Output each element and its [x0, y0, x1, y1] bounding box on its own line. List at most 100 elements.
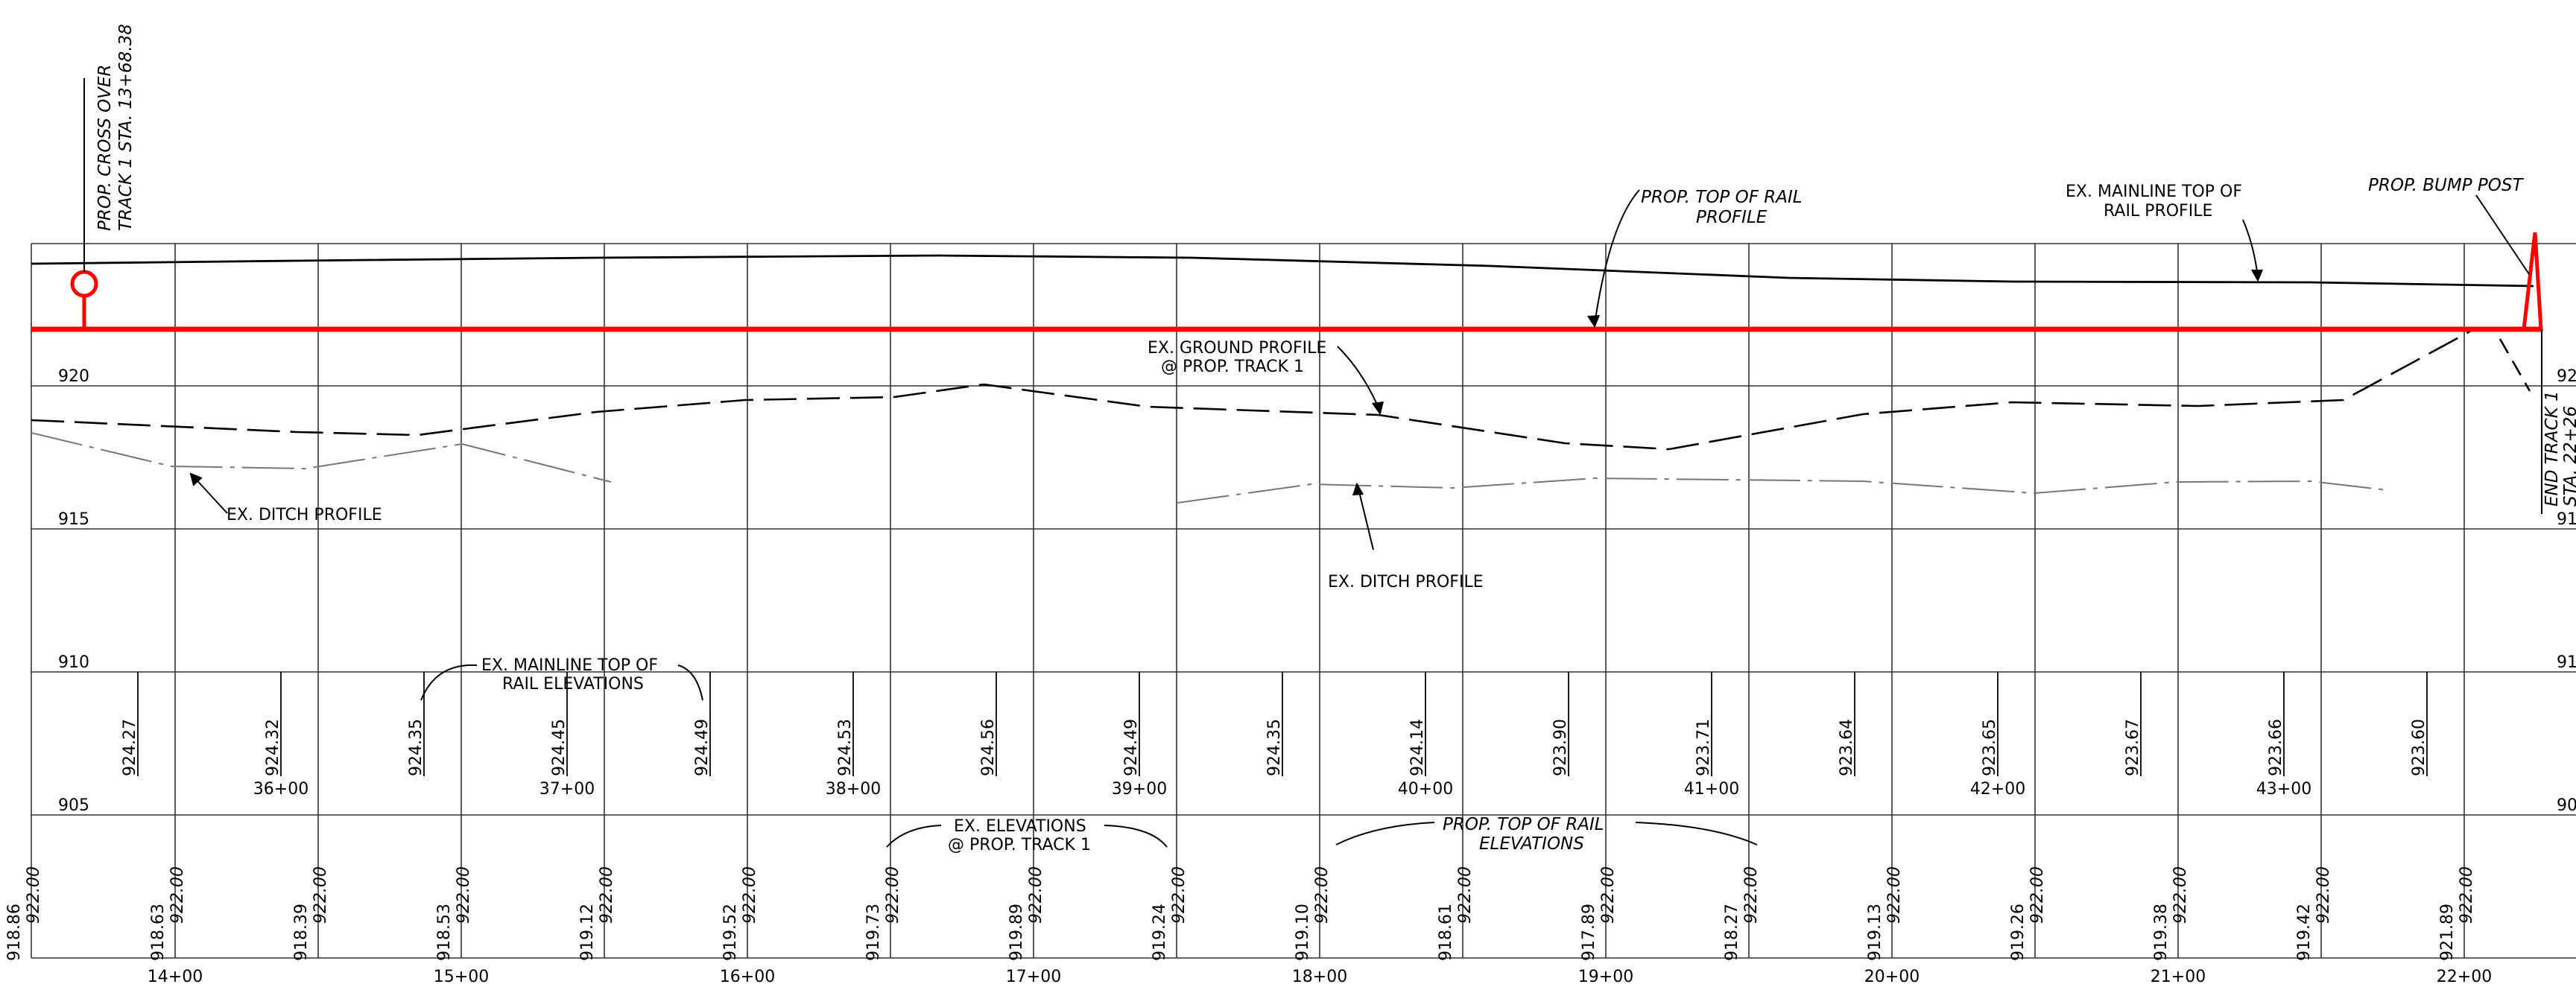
rail-elevation-value: 922.00: [1456, 866, 1475, 924]
ditch-mid-leader: [1357, 485, 1374, 551]
end-track-label-line1: END TRACK 1: [2542, 390, 2562, 507]
existing-ditch-profile-left: [31, 432, 612, 483]
ground-leader-arrow-icon: [1372, 401, 1384, 416]
mainline-elevation-value: 923.64: [1838, 719, 1856, 776]
ground-elevation-labels: 918.86 918.63 918.39 918.53 919.12 919.52 919.…: [5, 904, 2457, 961]
bump-post-icon: [2522, 232, 2543, 331]
existing-ditch-profile-mid: [1177, 477, 2389, 504]
mainline-elevation-value: 924.35: [1265, 719, 1284, 776]
annotations: PROP. CROSS OVER TRACK 1 STA. 13+68.38 P…: [95, 24, 2576, 854]
prop-rail-label-line1: PROP. TOP OF RAIL: [1641, 188, 1803, 207]
upper-station-label: 43+00: [2256, 780, 2311, 799]
ex-elev-leader-left: [886, 825, 942, 848]
upper-station-label: 36+00: [253, 780, 308, 799]
prop-rail-leader-arrow-icon: [1587, 314, 1600, 329]
ground-elevation-value: 919.89: [1007, 904, 1026, 961]
ground-elevation-value: 919.13: [1866, 904, 1884, 961]
bump-post-label: PROP. BUMP POST: [2368, 176, 2524, 195]
mainline-elevation-value: 923.90: [1551, 719, 1570, 776]
mainline-elevation-labels: 924.27 924.32 924.35 924.45 924.49 924.53 924.…: [121, 672, 2428, 776]
rail-elevation-value: 922.00: [1313, 866, 1332, 924]
proposed-rail-profile: [31, 232, 2543, 332]
station-label: 18+00: [1292, 968, 1347, 986]
prop-elev-label-line1: PROP. TOP OF RAIL: [1443, 815, 1604, 834]
rail-elevation-value: 922.00: [455, 866, 473, 924]
station-label: 22+00: [2437, 968, 2492, 986]
elevation-label: 915: [58, 510, 89, 529]
ground-elevation-value: 919.10: [1294, 904, 1312, 961]
upper-station-label: 39+00: [1112, 780, 1167, 799]
station-label: 20+00: [1864, 968, 1920, 986]
station-label: 14+00: [148, 968, 203, 986]
ground-elevation-value: 918.61: [1437, 904, 1455, 961]
mainline-elev-label-line1: EX. MAINLINE TOP OF: [481, 656, 658, 675]
rail-elevation-value: 922.00: [1170, 866, 1189, 924]
mainline-elev-label-line2: RAIL ELEVATIONS: [502, 675, 644, 694]
bump-post-leader: [2475, 194, 2530, 275]
rail-elevation-value: 922.00: [1599, 866, 1618, 924]
mainline-elevation-value: 923.66: [2267, 719, 2285, 776]
prop-rail-leader: [1594, 189, 1640, 325]
ground-elevation-value: 919.38: [2152, 904, 2171, 961]
ex-elev-leader-right: [1104, 825, 1168, 848]
ground-leader: [1337, 346, 1381, 412]
mainline-elev-leader-right: [677, 664, 703, 701]
ground-elevation-value: 919.24: [1151, 904, 1169, 961]
mainline-elevation-value: 924.49: [1122, 719, 1141, 776]
upper-station-label: 38+00: [826, 780, 881, 799]
ditch-left-label: EX. DITCH PROFILE: [227, 506, 382, 524]
rail-elevation-value: 922.00: [25, 866, 43, 924]
right-elevation-label: 91: [2557, 510, 2576, 529]
right-elevation-label: 90: [2557, 796, 2576, 815]
ex-mainline-label-line1: EX. MAINLINE TOP OF: [2066, 183, 2242, 201]
mainline-elevation-value: 924.45: [550, 719, 569, 776]
ex-mainline-leader-arrow-icon: [2251, 269, 2263, 282]
mainline-elevation-value: 924.53: [836, 719, 855, 776]
rail-elevation-value: 922.00: [311, 866, 330, 924]
rail-elevation-value: 922.00: [1885, 866, 1904, 924]
upper-station-label: 41+00: [1684, 780, 1739, 799]
right-elevation-label: 92: [2557, 367, 2576, 386]
upper-station-label: 40+00: [1398, 780, 1453, 799]
rail-elevation-value: 922.00: [168, 866, 187, 924]
crossover-marker-icon: [70, 270, 98, 298]
prop-elev-label-line2: ELEVATIONS: [1479, 834, 1584, 854]
bottom-station-labels: 14+00 15+00 16+00 17+00 18+00 19+00 20+0…: [148, 968, 2492, 986]
ground-elevation-value: 921.89: [2438, 904, 2457, 961]
ex-mainline-label-line2: RAIL PROFILE: [2104, 202, 2212, 221]
crossover-label-line2: TRACK 1 STA. 13+68.38: [116, 24, 136, 231]
rail-elevation-labels: 922.00 922.00 922.00 922.00 922.00 922.00 922.…: [25, 866, 2476, 924]
station-label: 21+00: [2151, 968, 2206, 986]
upper-station-label: 42+00: [1970, 780, 2025, 799]
ground-elevation-value: 917.89: [1580, 904, 1598, 961]
mainline-elevation-value: 924.32: [264, 719, 282, 776]
rail-elevation-value: 922.00: [741, 866, 759, 924]
ground-elevation-value: 918.39: [292, 904, 311, 961]
station-label: 17+00: [1006, 968, 1061, 986]
station-label: 16+00: [720, 968, 775, 986]
mainline-elevation-value: 924.49: [693, 719, 712, 776]
leader-lines: [83, 78, 2542, 848]
mainline-elevation-value: 923.60: [2410, 719, 2428, 776]
ground-elevation-value: 919.52: [721, 904, 740, 961]
elevation-label: 920: [58, 367, 89, 386]
right-elevation-label: 91: [2557, 653, 2576, 672]
ditch-left-leader-arrow-icon: [189, 472, 203, 486]
prop-elev-leader-left: [1335, 822, 1435, 846]
upper-station-labels: 36+00 37+00 38+00 39+00 40+00 41+00 42+0…: [253, 780, 2311, 799]
ex-elev-label-line1: EX. ELEVATIONS: [954, 817, 1086, 836]
mainline-elevation-value: 924.27: [121, 719, 139, 776]
ground-label-line2: @ PROP. TRACK 1: [1161, 358, 1304, 376]
prop-rail-label-line2: PROFILE: [1696, 208, 1768, 227]
station-label: 19+00: [1578, 968, 1633, 986]
mainline-elev-leader-left: [420, 664, 478, 701]
ex-mainline-leader: [2242, 219, 2259, 278]
ground-label-line1: EX. GROUND PROFILE: [1148, 339, 1326, 358]
ground-elevation-value: 918.27: [1723, 904, 1741, 961]
rail-elevation-value: 922.00: [884, 866, 902, 924]
elevation-label: 910: [58, 653, 89, 672]
ground-elevation-value: 919.26: [2009, 904, 2028, 961]
elevation-axis: 920 915 910 905 92 91 91 90: [58, 367, 2576, 815]
ditch-mid-label: EX. DITCH PROFILE: [1328, 573, 1484, 591]
